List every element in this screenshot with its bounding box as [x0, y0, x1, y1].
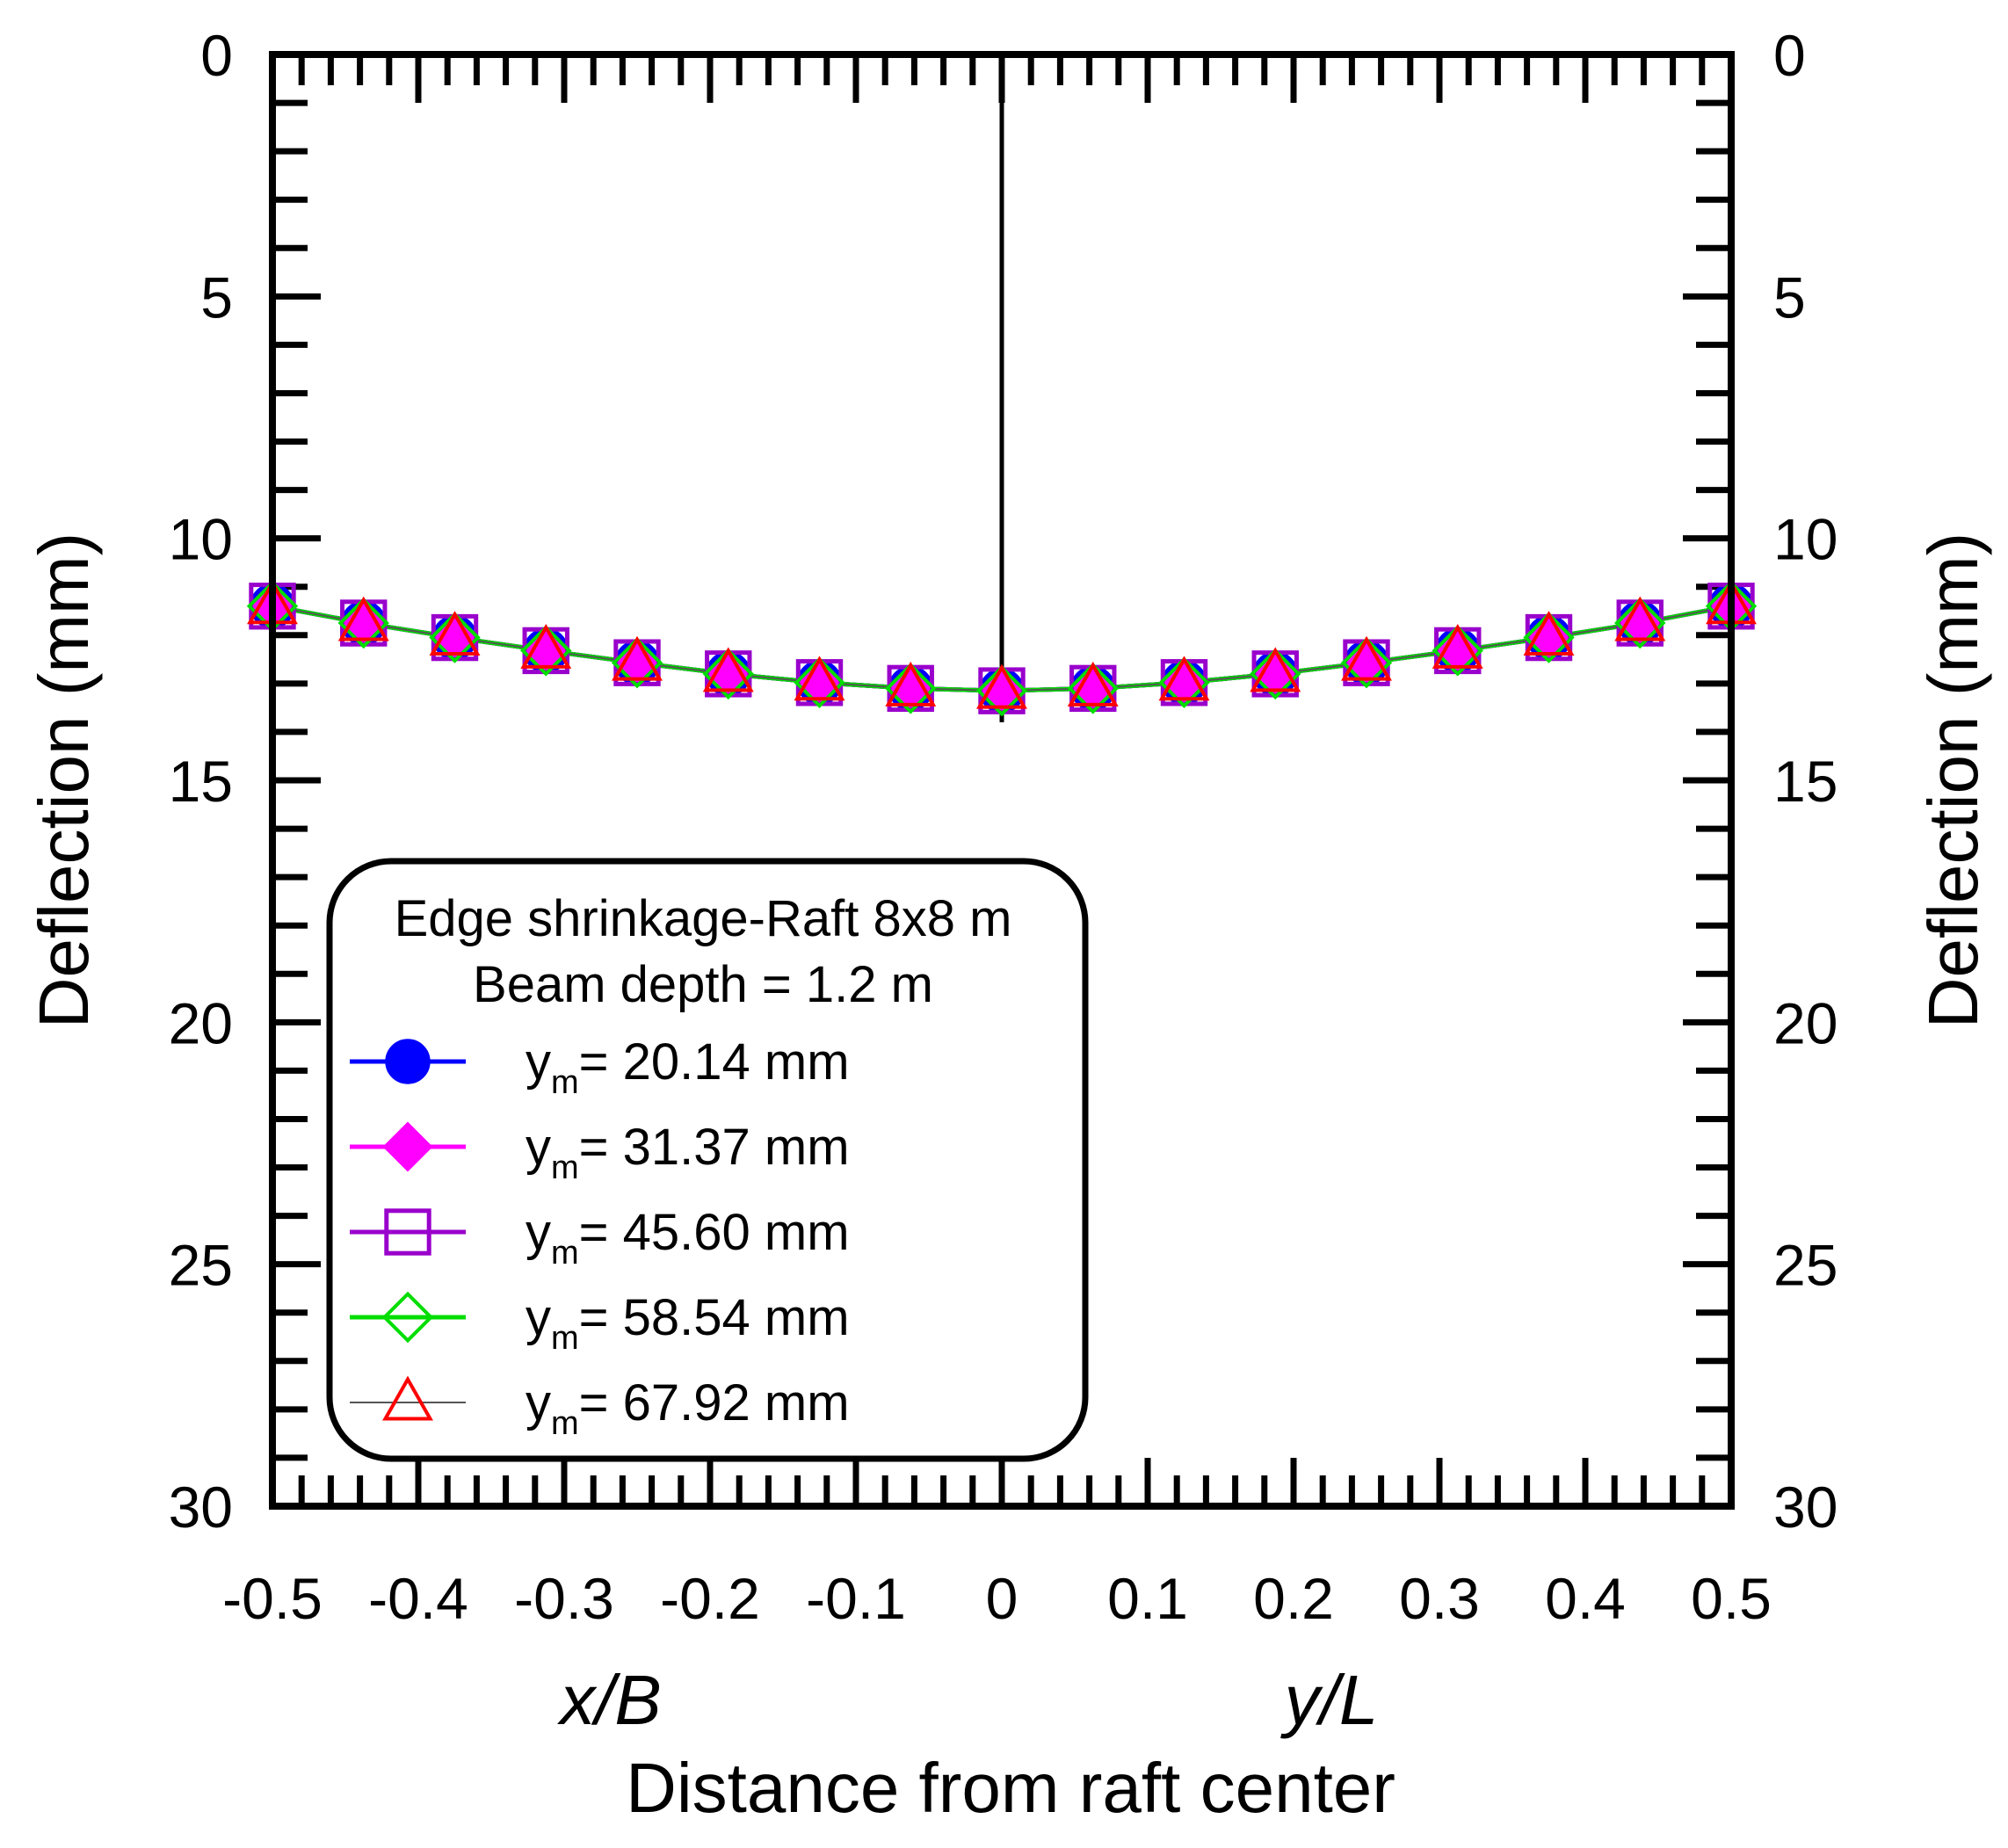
data-point — [975, 664, 1028, 717]
x-tick-label: -0.5 — [222, 1566, 323, 1631]
legend-marker — [385, 1039, 431, 1084]
x-tick-labels: -0.5 -0.4 -0.3 -0.2 -0.1 0 0.1 0.2 0.3 0.4 0.5 — [222, 1566, 1772, 1631]
legend-label: ym= 67.92 mm — [526, 1374, 850, 1442]
data-point — [1250, 647, 1301, 692]
y-tick-label-left: 25 — [169, 1233, 233, 1298]
legend-title-line1: Edge shrinkage-Raft 8x8 m — [395, 890, 1012, 947]
data-point — [429, 612, 481, 663]
x-tick-label: -0.4 — [368, 1566, 468, 1631]
y-tick-label-right: 20 — [1773, 990, 1838, 1055]
legend-entry: ym= 20.14 mm — [350, 1033, 850, 1101]
legend-entry: ym= 31.37 mm — [350, 1119, 850, 1186]
y-tick-label-right: 30 — [1773, 1475, 1838, 1540]
data-point — [1523, 612, 1575, 663]
y-tick-label-left: 5 — [200, 265, 233, 330]
data-point — [1067, 663, 1119, 714]
y-tick-labels-left: 0 5 10 15 20 25 30 — [169, 23, 233, 1540]
data-point — [612, 635, 663, 681]
y-tick-label-right: 0 — [1773, 23, 1806, 88]
data-point — [1250, 648, 1301, 700]
y-tick-label-right: 15 — [1773, 749, 1838, 814]
y-tick-label-left: 15 — [169, 749, 233, 814]
plot-frame — [269, 51, 1735, 1510]
legend-label: ym= 20.14 mm — [526, 1033, 850, 1101]
data-point — [337, 596, 389, 641]
data-point — [611, 636, 663, 689]
x-tick-label: 0.2 — [1253, 1566, 1334, 1631]
legend-entry: ym= 58.54 mm — [350, 1289, 850, 1357]
data-point — [885, 661, 937, 707]
data-point — [1614, 597, 1666, 649]
legend-entry: ym= 67.92 mm — [350, 1374, 850, 1442]
y-tick-label-right: 25 — [1773, 1233, 1838, 1298]
legend-label: ym= 31.37 mm — [526, 1119, 850, 1186]
x-tick-label: 0.1 — [1107, 1566, 1188, 1631]
data-point — [1067, 661, 1119, 707]
y-tick-label-right: 10 — [1773, 507, 1838, 572]
series-layer — [246, 579, 1758, 717]
data-point — [1432, 625, 1483, 677]
legend-entries: ym= 20.14 mm ym= 31.37 mm ym= 45.60 mm ym= … — [350, 1033, 850, 1442]
legend-marker — [382, 1375, 433, 1421]
x-label-left: x/B — [556, 1661, 662, 1739]
data-point — [429, 611, 481, 656]
legend-marker — [381, 1291, 434, 1344]
data-point — [1340, 636, 1393, 689]
data-point — [794, 656, 845, 701]
data-point — [1523, 611, 1575, 656]
data-point — [1158, 656, 1210, 708]
y-tick-label-left: 0 — [200, 23, 233, 88]
x-tick-label: -0.3 — [514, 1566, 614, 1631]
legend-label: ym= 58.54 mm — [526, 1289, 850, 1357]
data-point — [976, 663, 1027, 709]
data-point — [794, 656, 845, 708]
y-tick-label-left: 30 — [169, 1475, 233, 1540]
x-tick-label: 0 — [986, 1566, 1018, 1631]
x-tick-label: -0.2 — [660, 1566, 760, 1631]
data-point — [1432, 623, 1483, 669]
y-tick-label-right: 5 — [1773, 265, 1806, 330]
y-axis-title-left: Deflection (mm) — [25, 533, 103, 1029]
y-tick-labels-right: 0 5 10 15 20 25 30 — [1773, 23, 1838, 1540]
y-tick-label-left: 20 — [169, 990, 233, 1055]
legend-label: ym= 45.60 mm — [526, 1204, 850, 1272]
legend-marker — [384, 1208, 431, 1256]
legend: Edge shrinkage-Raft 8x8 m Beam depth = 1… — [326, 858, 1089, 1462]
x-tick-label: 0.5 — [1691, 1566, 1772, 1631]
data-point — [1341, 635, 1392, 681]
data-point — [1158, 656, 1210, 701]
data-point — [702, 648, 754, 700]
data-point — [885, 663, 937, 714]
data-point — [337, 597, 389, 649]
legend-title-line2: Beam depth = 1.2 m — [473, 956, 933, 1013]
x-axis-title: Distance from raft center — [626, 1749, 1395, 1827]
legend-marker — [382, 1121, 433, 1172]
x-tick-label: -0.1 — [806, 1566, 906, 1631]
x-tick-label: 0.4 — [1545, 1566, 1626, 1631]
y-axis-title-right: Deflection (mm) — [1914, 533, 1992, 1029]
data-point — [1614, 596, 1666, 641]
axis-ticks — [269, 51, 1735, 1510]
data-point — [702, 647, 754, 692]
x-tick-label: 0.3 — [1399, 1566, 1480, 1631]
y-tick-label-left: 10 — [169, 507, 233, 572]
legend-entry: ym= 45.60 mm — [350, 1204, 850, 1272]
x-label-right: y/L — [1280, 1661, 1379, 1739]
data-point — [520, 625, 572, 677]
legend-box — [326, 858, 1089, 1462]
data-point — [520, 623, 572, 669]
series-5-points — [247, 579, 1757, 709]
